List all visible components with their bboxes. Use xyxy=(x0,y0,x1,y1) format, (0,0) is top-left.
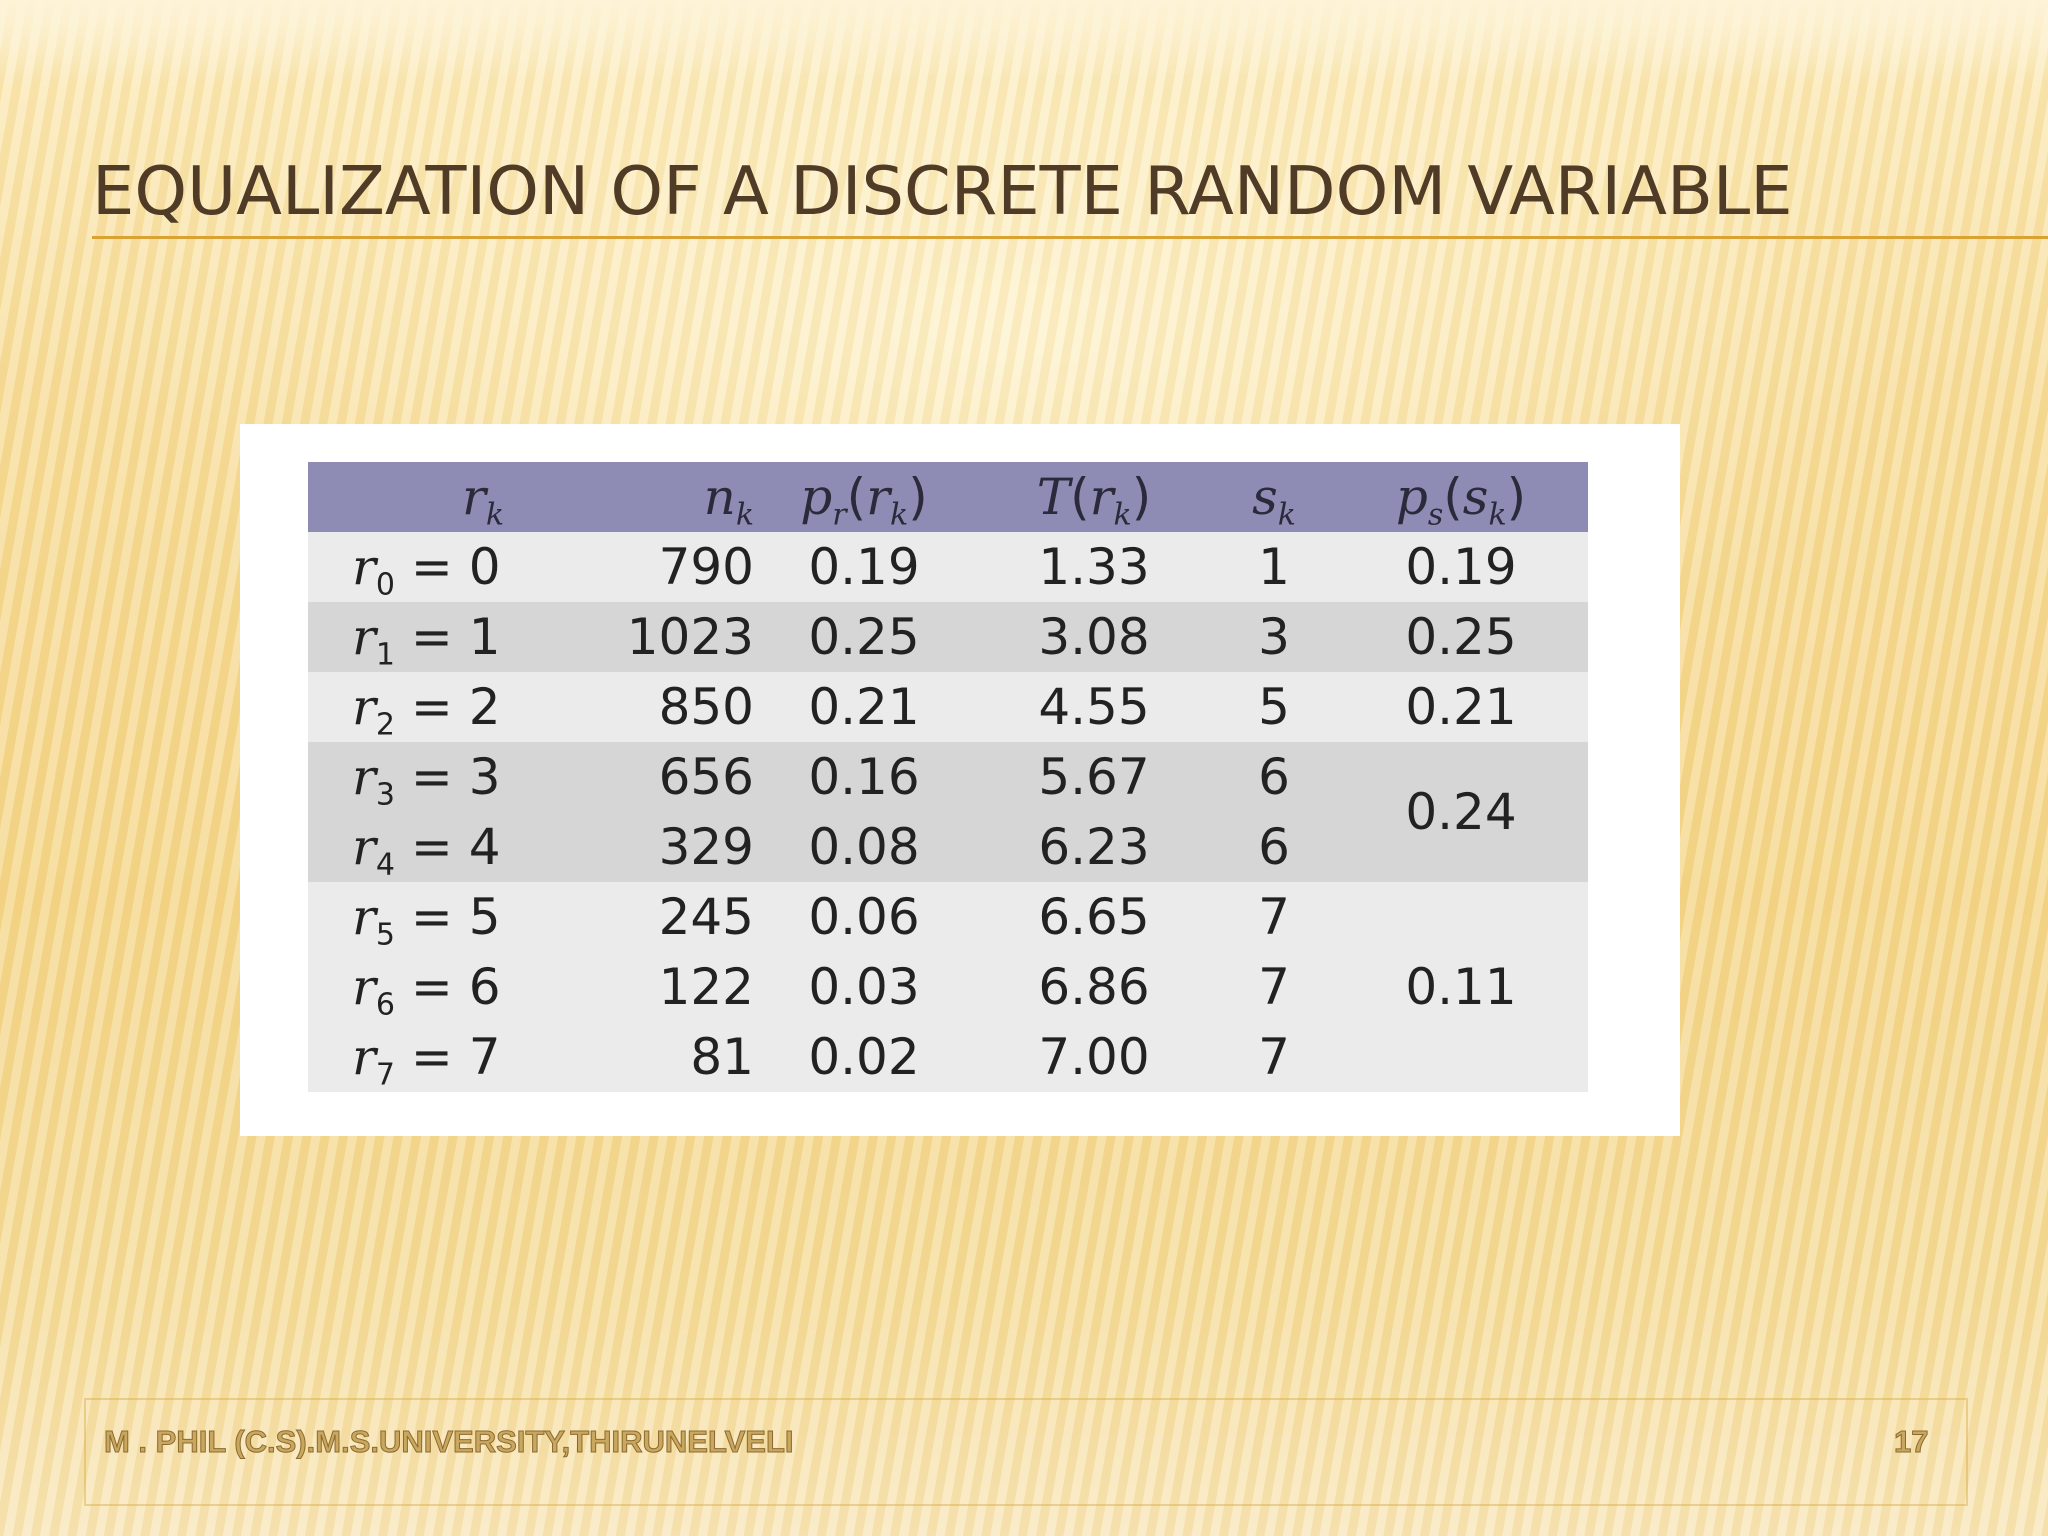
cell-p: 0.25 xyxy=(808,608,920,666)
equalization-table: rk nk pr(rk) T(rk) sk ps(sk) xyxy=(308,462,1588,1092)
header-rk: rk xyxy=(461,468,505,533)
header-ps-sk: ps(sk) xyxy=(1395,468,1527,533)
cell-s: 6 xyxy=(1258,748,1290,806)
cell-p: 0.21 xyxy=(808,678,920,736)
cell-s: 5 xyxy=(1258,678,1290,736)
table-row: r0 = 0 790 0.19 1.33 1 0.19 xyxy=(308,532,1588,602)
cell-p: 0.19 xyxy=(808,538,920,596)
cell-n: 1023 xyxy=(626,608,754,666)
cell-t: 5.67 xyxy=(1038,748,1150,806)
cell-s: 3 xyxy=(1258,608,1290,666)
cell-s: 6 xyxy=(1258,818,1290,876)
cell-r: r3 = 3 xyxy=(352,748,501,813)
cell-n: 329 xyxy=(658,818,754,876)
cell-ps: 0.19 xyxy=(1405,538,1517,596)
cell-p: 0.08 xyxy=(808,818,920,876)
table-panel: rk nk pr(rk) T(rk) sk ps(sk) xyxy=(240,424,1680,1136)
table-row: r2 = 2 850 0.21 4.55 5 0.21 xyxy=(308,672,1588,742)
footer-text: M . PHIL (C.S).M.S.UNIVERSITY,THIRUNELVE… xyxy=(104,1424,795,1460)
cell-r: r5 = 5 xyxy=(352,888,501,953)
cell-ps-merged: 0.24 xyxy=(1405,783,1517,841)
top-highlight-band xyxy=(0,0,2048,80)
header-pr-rk: pr(rk) xyxy=(800,468,928,533)
table-row: r3 = 3 656 0.16 5.67 6 0.24 xyxy=(308,742,1588,841)
cell-n: 790 xyxy=(658,538,754,596)
cell-ps-merged: 0.11 xyxy=(1405,958,1517,1016)
cell-n: 81 xyxy=(690,1028,754,1086)
cell-t: 1.33 xyxy=(1038,538,1150,596)
header-t-rk: T(rk) xyxy=(1036,468,1152,533)
cell-p: 0.03 xyxy=(808,958,920,1016)
header-nk: nk xyxy=(703,468,754,533)
slide-title: EQUALIZATION OF A DISCRETE RANDOM VARIAB… xyxy=(92,152,1793,230)
cell-ps: 0.25 xyxy=(1405,608,1517,666)
cell-t: 7.00 xyxy=(1038,1028,1150,1086)
table-row: r5 = 5 245 0.06 6.65 7 0.11 xyxy=(308,882,1588,1016)
cell-r: r4 = 4 xyxy=(352,818,501,883)
cell-n: 122 xyxy=(658,958,754,1016)
cell-s: 7 xyxy=(1258,888,1290,946)
page-number: 17 xyxy=(1893,1424,1929,1460)
cell-p: 0.16 xyxy=(808,748,920,806)
header-sk: sk xyxy=(1252,468,1296,533)
cell-t: 6.23 xyxy=(1038,818,1150,876)
cell-r: r2 = 2 xyxy=(352,678,501,743)
cell-t: 6.86 xyxy=(1038,958,1150,1016)
cell-s: 1 xyxy=(1258,538,1290,596)
cell-s: 7 xyxy=(1258,1028,1290,1086)
cell-n: 656 xyxy=(658,748,754,806)
cell-n: 245 xyxy=(658,888,754,946)
cell-r: r0 = 0 xyxy=(352,538,501,603)
cell-t: 6.65 xyxy=(1038,888,1150,946)
footer-frame xyxy=(84,1398,1968,1506)
cell-t: 3.08 xyxy=(1038,608,1150,666)
cell-s: 7 xyxy=(1258,958,1290,1016)
cell-n: 850 xyxy=(658,678,754,736)
cell-ps: 0.21 xyxy=(1405,678,1517,736)
title-underline xyxy=(92,236,2048,239)
cell-r: r6 = 6 xyxy=(352,958,501,1023)
table-header-row: rk nk pr(rk) T(rk) sk ps(sk) xyxy=(308,462,1588,532)
cell-p: 0.06 xyxy=(808,888,920,946)
cell-r: r7 = 7 xyxy=(352,1028,501,1093)
cell-t: 4.55 xyxy=(1038,678,1150,736)
table-row: r1 = 1 1023 0.25 3.08 3 0.25 xyxy=(308,602,1588,672)
cell-r: r1 = 1 xyxy=(352,608,501,673)
cell-p: 0.02 xyxy=(808,1028,920,1086)
